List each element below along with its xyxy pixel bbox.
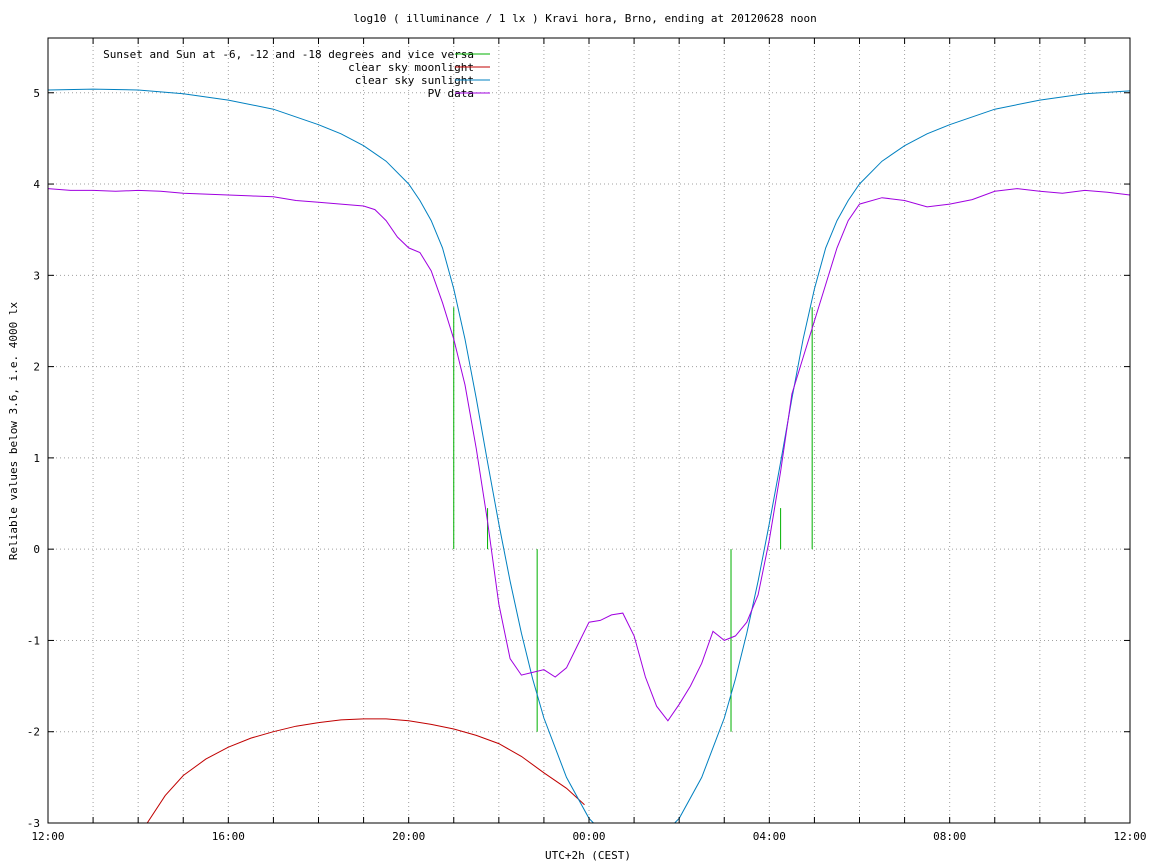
y-tick-label: 0 bbox=[33, 543, 40, 556]
y-tick-label: 3 bbox=[33, 269, 40, 282]
x-tick-label: 12:00 bbox=[1113, 830, 1146, 843]
chart-title: log10 ( illuminance / 1 lx ) Kravi hora,… bbox=[353, 12, 817, 25]
y-tick-label: 1 bbox=[33, 452, 40, 465]
series-line-2 bbox=[146, 718, 585, 823]
legend-label: clear sky moonlight bbox=[348, 61, 474, 74]
x-tick-label: 08:00 bbox=[933, 830, 966, 843]
grid bbox=[48, 38, 1130, 824]
x-tick-label: 16:00 bbox=[212, 830, 245, 843]
x-tick-label: 00:00 bbox=[572, 830, 605, 843]
y-tick-label: -1 bbox=[27, 634, 40, 647]
y-tick-label: -3 bbox=[27, 817, 40, 830]
x-axis-label: UTC+2h (CEST) bbox=[545, 849, 631, 862]
y-tick-label: -2 bbox=[27, 726, 40, 739]
x-tick-label: 04:00 bbox=[753, 830, 786, 843]
y-tick-label: 2 bbox=[33, 361, 40, 374]
legend: Sunset and Sun at -6, -12 and -18 degree… bbox=[103, 48, 490, 100]
x-tick-label: 20:00 bbox=[392, 830, 425, 843]
y-axis-label: Reliable values below 3.6, i.e. 4000 lx bbox=[7, 301, 20, 560]
legend-label: Sunset and Sun at -6, -12 and -18 degree… bbox=[103, 48, 474, 61]
series-line-3 bbox=[48, 88, 1130, 823]
series-line-4 bbox=[48, 188, 1130, 722]
legend-label: PV data bbox=[428, 87, 474, 100]
y-tick-label: 4 bbox=[33, 178, 40, 191]
plot-series bbox=[48, 88, 1130, 823]
legend-label: clear sky sunlight bbox=[355, 74, 474, 87]
axis-ticks: -3 -2 -1 0 1 2 3 4 5 12:00 16:00 20:00 00:00 04:00 08:… bbox=[27, 38, 1147, 843]
y-tick-label: 5 bbox=[33, 87, 40, 100]
x-tick-label: 12:00 bbox=[31, 830, 64, 843]
